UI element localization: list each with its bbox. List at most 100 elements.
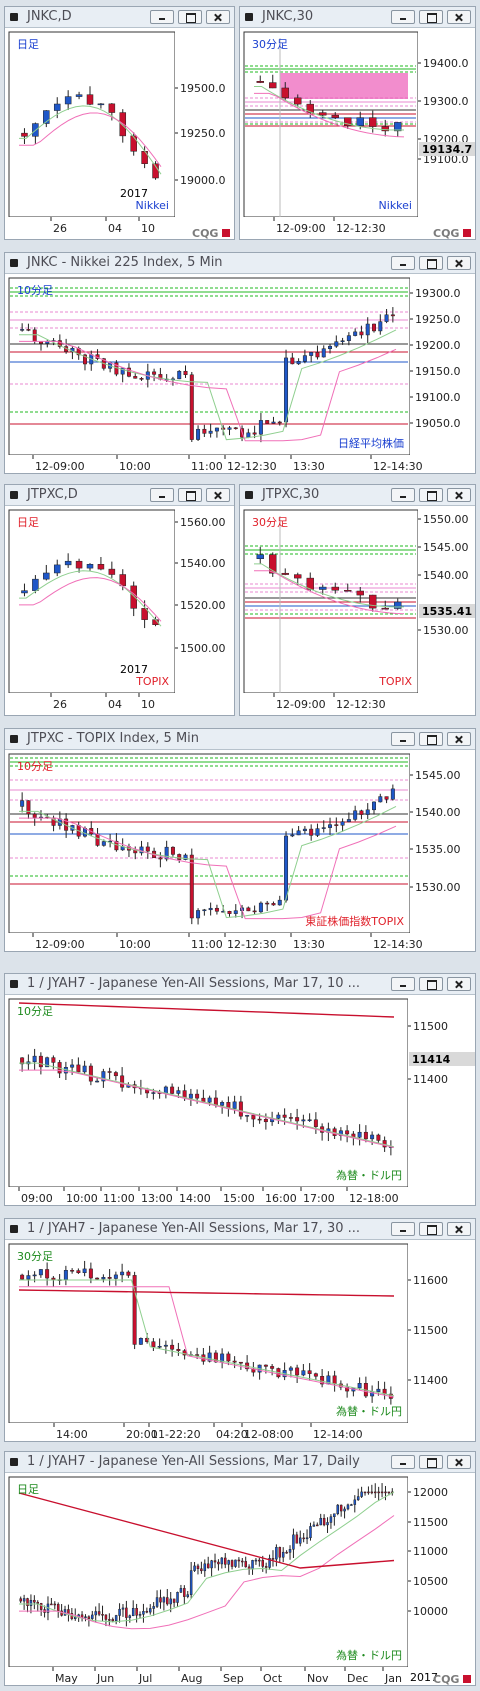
window-menu-icon[interactable] [10,1225,18,1233]
close-button[interactable] [447,256,471,270]
candle [232,1360,237,1363]
price-chart[interactable]: 11500 11400 11414 09:00 10:00 11:00 13:00 14:00… [5,995,476,1206]
chart-window-w9[interactable]: 1 / JYAH7 - Japanese Yen-All Sessions, M… [4,1451,476,1686]
price-chart[interactable]: 19300.0 19250.0 19200.0 19150.0 19100.0 19050… [5,274,476,474]
candle [238,1101,243,1117]
time-axis-label: 12-12:30 [336,698,386,711]
time-axis-label: Oct [263,1672,283,1685]
minimize-button[interactable] [391,488,415,502]
candle [214,907,219,912]
candle [26,1598,29,1606]
candle [238,1361,243,1364]
candle [120,1075,125,1088]
chart-window-w2[interactable]: JNKC,30 19400.0 19300.0 19200.0 19100.0 19134… [239,6,476,240]
window-menu-icon[interactable] [10,1458,18,1466]
chart-window-w7[interactable]: 1 / JYAH7 - Japanese Yen-All Sessions, M… [4,973,476,1206]
window-menu-icon[interactable] [10,13,18,21]
candle [166,1597,169,1605]
minimize-button[interactable] [391,1222,415,1236]
chart-window-w4[interactable]: JTPXC,D 1560.00 1540.00 1520.00 1500.00 26 04 1… [4,484,235,716]
maximize-button[interactable] [419,10,443,24]
window-menu-icon[interactable] [245,13,253,21]
candle [378,321,383,332]
chart-window-w8[interactable]: 1 / JYAH7 - Japanese Yen-All Sessions, M… [4,1218,476,1442]
candle [372,323,376,332]
minimize-button[interactable] [391,977,415,991]
chart-window-w5[interactable]: JTPXC,30 1550.00 1545.00 1540.00 1530.00 1535… [239,484,476,716]
minimize-button[interactable] [391,10,415,24]
candle [88,1065,93,1082]
window-titlebar[interactable]: JNKC - Nikkei 225 Index, 5 Min [5,253,475,274]
minimize-button[interactable] [391,1455,415,1469]
candle [170,846,175,855]
window-titlebar[interactable]: 1 / JYAH7 - Japanese Yen-All Sessions, M… [5,974,475,995]
price-chart[interactable]: 19400.019300.019200.019100.019134.712-09… [240,28,476,240]
price-chart[interactable]: 1545.00 1540.00 1535.00 1530.00 12-09:00 10:0… [5,750,476,952]
window-titlebar[interactable]: JNKC,D [5,7,234,28]
maximize-button[interactable] [419,488,443,502]
chart-window-w6[interactable]: JTPXC - TOPIX Index, 5 Min 1545.00 1540.00… [4,728,476,952]
price-chart[interactable]: 1560.00 1540.00 1520.00 1500.00 26 04 10 日足 TOPI… [5,506,235,716]
candle [170,1086,175,1094]
window-titlebar[interactable]: JNKC,30 [240,7,475,28]
candle [265,420,270,424]
candle [319,112,327,116]
window-menu-icon[interactable] [10,735,18,743]
candle [258,902,263,913]
chart-window-w3[interactable]: JNKC - Nikkei 225 Index, 5 Min 19300.0 192… [4,252,476,474]
candle [217,1561,220,1565]
window-titlebar[interactable]: JTPXC,30 [240,485,475,506]
window-titlebar[interactable]: 1 / JYAH7 - Japanese Yen-All Sessions, M… [5,1219,475,1240]
time-axis-label: 13:00 [141,1192,173,1205]
candle [340,340,345,342]
candle [208,430,213,434]
maximize-button[interactable] [419,1455,443,1469]
plot-area [8,998,409,1188]
plot-area [8,1243,409,1424]
candle [344,117,352,127]
candle [141,608,148,620]
minimize-button[interactable] [150,10,174,24]
window-menu-icon[interactable] [10,980,18,988]
minimize-button[interactable] [391,732,415,746]
maximize-button[interactable] [419,977,443,991]
candle [356,117,364,127]
time-axis-label: 12-09:00 [276,698,326,711]
window-menu-icon[interactable] [10,491,18,499]
candle [202,909,207,912]
window-menu-icon[interactable] [10,259,18,267]
candle [133,376,138,379]
price-axis-label: 1535.00 [415,843,461,856]
window-titlebar[interactable]: JTPXC,D [5,485,234,506]
close-button[interactable] [447,977,471,991]
candle [64,560,72,566]
maximize-button[interactable] [419,1222,443,1236]
maximize-button[interactable] [178,10,202,24]
candle [20,800,25,807]
chart-window-w1[interactable]: JNKC,D 19500.0 19250.0 19000.0 26 04 10 日足 Nikke… [4,6,235,240]
close-button[interactable] [447,1222,471,1236]
maximize-button[interactable] [419,732,443,746]
price-chart[interactable]: 1550.00 1545.00 1540.00 1530.00 1535.41 12-09… [240,506,476,716]
candle [245,1115,250,1117]
minimize-button[interactable] [391,256,415,270]
candle [281,1551,285,1558]
window-menu-icon[interactable] [245,491,253,499]
close-button[interactable] [447,1455,471,1469]
close-button[interactable] [206,488,230,502]
candle [158,857,163,860]
close-button[interactable] [447,488,471,502]
window-titlebar[interactable]: JTPXC - TOPIX Index, 5 Min [5,729,475,750]
minimize-button[interactable] [150,488,174,502]
maximize-button[interactable] [419,256,443,270]
close-button[interactable] [206,10,230,24]
candle [252,910,257,913]
moving-average-long [19,1286,395,1398]
maximize-button[interactable] [178,488,202,502]
close-button[interactable] [447,732,471,746]
close-button[interactable] [447,10,471,24]
window-titlebar[interactable]: 1 / JYAH7 - Japanese Yen-All Sessions, M… [5,1452,475,1473]
price-chart[interactable]: 12000 11500 11000 10500 10000 May Jun Jul Aug Sep… [5,1473,476,1686]
